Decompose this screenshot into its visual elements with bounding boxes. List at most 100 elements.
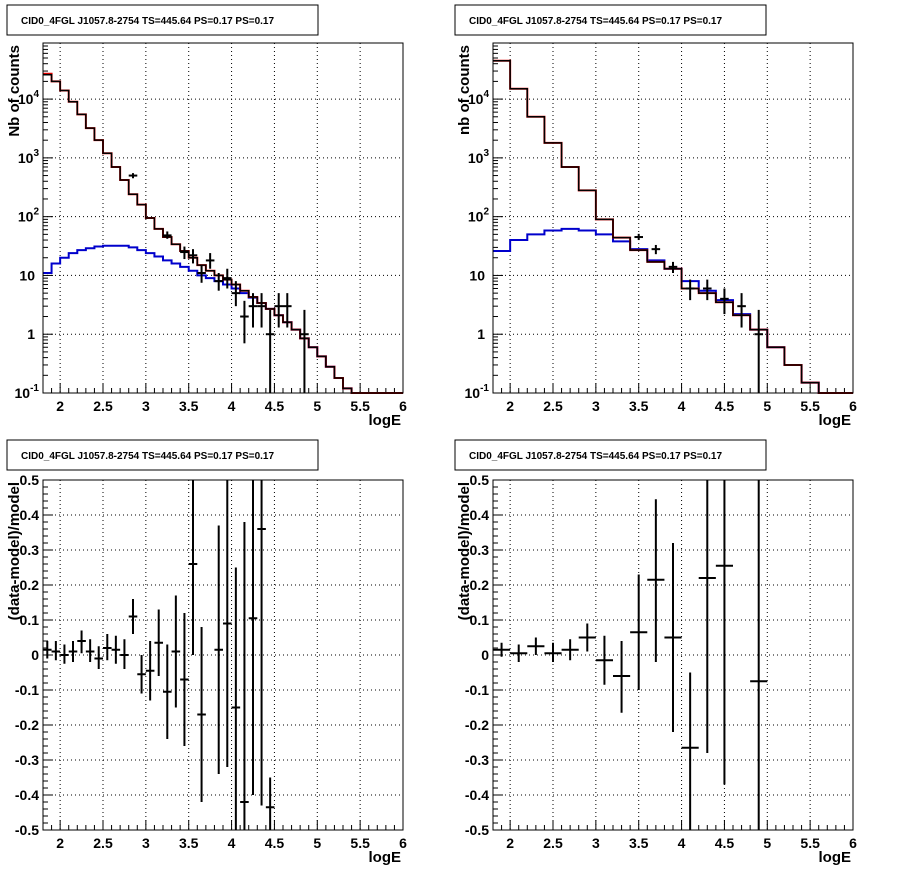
data-point: [715, 480, 733, 785]
data-point: [111, 635, 121, 664]
data-point: [223, 268, 232, 289]
data-point: [750, 480, 768, 830]
x-axis-title: logE: [819, 412, 852, 429]
x-tick-label: 2: [506, 835, 514, 851]
data-point: [265, 777, 275, 830]
data-point: [613, 641, 631, 713]
data-point: [180, 246, 189, 260]
data-point: [43, 641, 52, 659]
data-point: [257, 293, 266, 328]
y-tick-label: 0.2: [470, 577, 490, 593]
y-tick-label: 0.2: [20, 577, 40, 593]
data-point: [257, 480, 266, 806]
x-tick-label: 5.5: [800, 398, 820, 414]
data-point: [154, 609, 163, 676]
data-point: [231, 281, 241, 307]
chart-title: CID0_4FGL J1057.8-2754 TS=445.64 PS=0.17…: [21, 451, 274, 462]
x-tick-label: 5: [313, 835, 321, 851]
data-point: [214, 273, 223, 291]
x-tick-label: 6: [399, 398, 407, 414]
y-tick-label: 0.5: [470, 472, 490, 488]
x-tick-label: 2: [56, 398, 64, 414]
y-tick-label: -0.5: [465, 822, 489, 838]
title-box: [454, 4, 767, 36]
y-tick-label: -0.1: [465, 682, 489, 698]
data-point: [630, 574, 648, 690]
y-tick-label: 1: [27, 326, 35, 342]
y-tick-label: -0.1: [15, 682, 39, 698]
x-tick-label: 4.5: [265, 835, 285, 851]
y-tick-label: 0.3: [470, 542, 490, 558]
y-tick-label: 103: [468, 148, 490, 166]
data-point: [595, 635, 613, 685]
x-tick-label: 5: [763, 835, 771, 851]
plot-frame: [42, 42, 404, 394]
data-point: [754, 309, 763, 393]
data-point: [197, 265, 206, 283]
data-point: [240, 300, 249, 344]
data-point: [634, 233, 643, 241]
y-tick-label: -0.5: [15, 822, 39, 838]
data-point: [163, 231, 172, 239]
chart-title: CID0_4FGL J1057.8-2754 TS=445.64 PS=0.17…: [469, 16, 722, 27]
x-tick-label: 3: [142, 398, 150, 414]
y-tick-label: 104: [468, 89, 490, 107]
data-point: [274, 293, 283, 328]
data-point: [231, 567, 241, 830]
y-tick-label: 10: [469, 267, 485, 283]
data-point: [698, 480, 716, 753]
y-tick-label: 0.1: [470, 612, 490, 628]
x-axis-title: logE: [819, 849, 852, 866]
data-point: [248, 293, 258, 328]
x-tick-label: 3.5: [179, 398, 199, 414]
x-tick-label: 3: [592, 835, 600, 851]
data-point: [651, 244, 661, 255]
x-tick-label: 4: [228, 835, 236, 851]
x-tick-label: 2.5: [543, 398, 563, 414]
panel-p1: CID0_4FGL J1057.8-2754 TS=445.64 PS=0.17…: [6, 4, 407, 429]
panel-p4: CID0_4FGL J1057.8-2754 TS=445.64 PS=0.17…: [454, 439, 857, 866]
y-tick-label: 102: [18, 207, 40, 225]
x-tick-label: 2.5: [93, 835, 113, 851]
x-axis-title: logE: [369, 412, 402, 429]
data-point: [300, 309, 309, 393]
y-tick-label: 1: [477, 326, 485, 342]
data-point: [681, 672, 699, 830]
data-point: [737, 293, 746, 328]
y-axis-title: Nb of counts: [6, 45, 23, 137]
x-tick-label: 4: [678, 835, 686, 851]
y-tick-label: 104: [18, 89, 40, 107]
title-box: [6, 4, 319, 36]
x-tick-label: 3.5: [179, 835, 199, 851]
data-point: [137, 655, 146, 694]
data-point: [214, 525, 223, 774]
data-point: [283, 293, 292, 328]
data-point: [223, 480, 232, 767]
data-point: [188, 249, 198, 264]
data-point: [668, 261, 678, 274]
data-point: [94, 646, 103, 669]
histogram-series-2: [493, 59, 853, 394]
y-tick-label: -0.3: [465, 752, 489, 768]
y-axis-title: (data-model)/model: [6, 482, 23, 620]
x-tick-label: 4.5: [715, 835, 735, 851]
data-point: [510, 644, 528, 662]
y-axis-title: (data-model)/model: [456, 482, 473, 620]
data-point: [248, 480, 258, 795]
y-tick-label: -0.2: [15, 717, 39, 733]
x-tick-label: 4.5: [265, 398, 285, 414]
x-tick-label: 6: [399, 835, 407, 851]
x-tick-label: 4: [678, 398, 686, 414]
x-tick-label: 4.5: [715, 398, 735, 414]
data-point: [60, 644, 69, 664]
x-tick-label: 3: [592, 398, 600, 414]
y-tick-label: 0.3: [20, 542, 40, 558]
y-tick-label: 0.5: [20, 472, 40, 488]
plot-frame: [492, 42, 854, 394]
data-point: [205, 253, 215, 269]
y-tick-label: 10-1: [15, 383, 40, 401]
x-tick-label: 6: [849, 835, 857, 851]
y-tick-label: 0: [481, 647, 489, 663]
x-tick-label: 5: [763, 398, 771, 414]
